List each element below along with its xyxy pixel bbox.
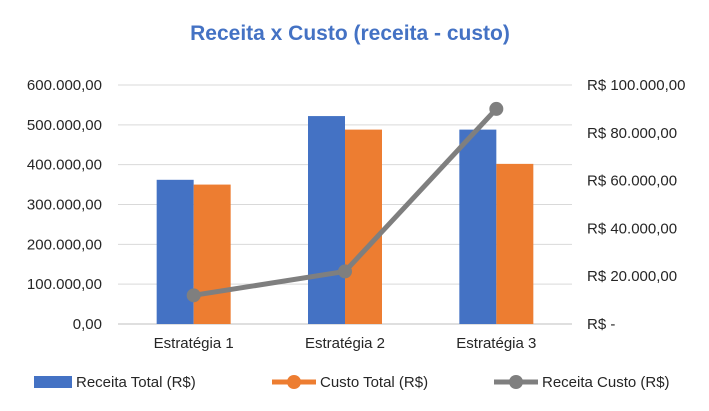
bar-custo-total [345, 129, 382, 324]
y-right-tick-label: R$ - [587, 316, 615, 333]
bars [156, 116, 534, 324]
y-right-tick-label: R$ 100.000,00 [587, 77, 685, 94]
y-axis-left: 0,00 100.000,00 200.000,00 300.000,00 400.00… [27, 77, 102, 333]
x-axis: Estratégia 1 Estratégia 2 Estratégia 3 [154, 335, 537, 352]
line-series [186, 101, 504, 303]
y-axis-right: R$ - R$ 20.000,00 R$ 40.000,00 R$ 60.000,00… [587, 77, 685, 333]
bar-custo-total [496, 163, 534, 324]
y-left-tick-label: 200.000,00 [27, 236, 102, 253]
legend-swatch [34, 376, 72, 388]
y-right-tick-label: R$ 40.000,00 [587, 220, 677, 237]
y-left-tick-label: 600.000,00 [27, 77, 102, 94]
bar-receita-total [459, 129, 497, 324]
legend: Receita Total (R$) Custo Total (R$) Receit… [34, 374, 670, 391]
legend-marker [287, 375, 301, 389]
y-left-tick-label: 400.000,00 [27, 157, 102, 174]
legend-marker [509, 375, 523, 389]
y-left-tick-label: 100.000,00 [27, 276, 102, 293]
x-tick-label: Estratégia 1 [154, 335, 234, 352]
y-right-tick-label: R$ 20.000,00 [587, 268, 677, 285]
legend-label: Receita Custo (R$) [542, 374, 670, 391]
y-left-tick-label: 0,00 [73, 316, 102, 333]
line-point [186, 288, 201, 303]
chart-title: Receita x Custo (receita - custo) [190, 22, 510, 45]
bar-receita-total [156, 179, 194, 324]
line-point [489, 101, 504, 116]
x-tick-label: Estratégia 3 [456, 335, 536, 352]
legend-label: Receita Total (R$) [76, 374, 196, 391]
line-point [338, 264, 352, 279]
y-right-tick-label: R$ 60.000,00 [587, 173, 677, 190]
y-right-tick-label: R$ 80.000,00 [587, 125, 677, 142]
legend-label: Custo Total (R$) [320, 374, 428, 391]
y-left-tick-label: 300.000,00 [27, 197, 102, 214]
bar-custo-total [193, 184, 231, 324]
y-left-tick-label: 500.000,00 [27, 117, 102, 134]
bar-receita-total [308, 116, 345, 324]
x-tick-label: Estratégia 2 [305, 335, 385, 352]
